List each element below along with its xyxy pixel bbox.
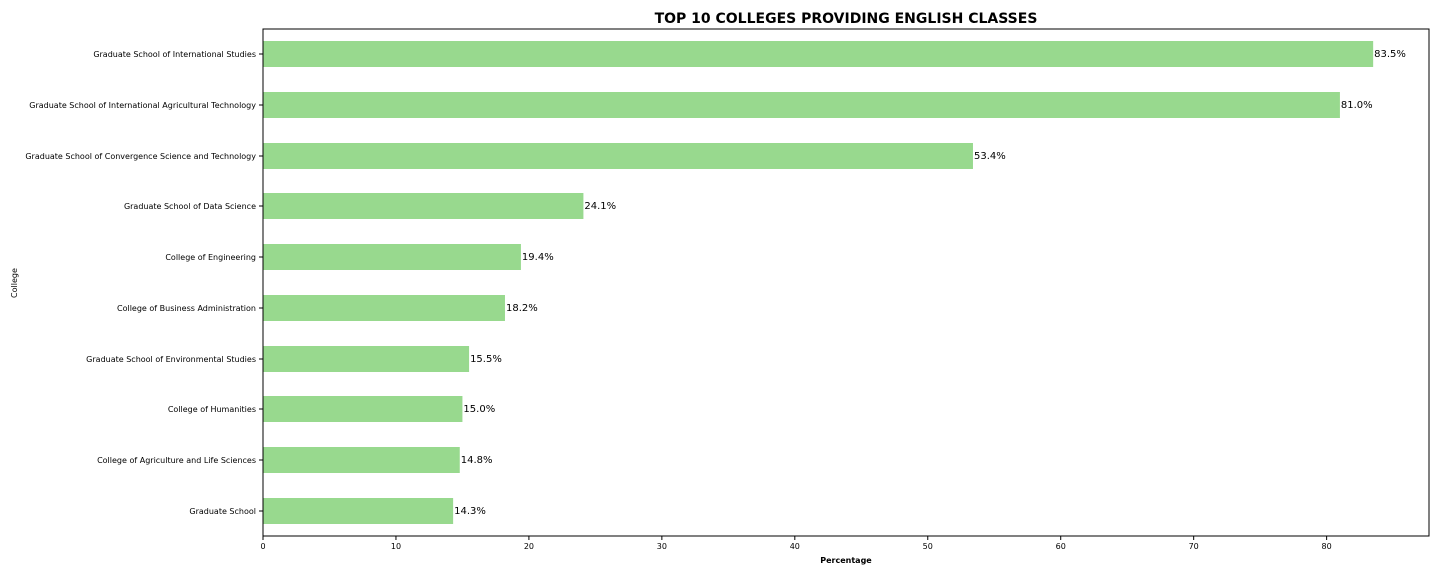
x-tick-label: 80 <box>1322 542 1332 551</box>
y-tick-label: Graduate School of Environmental Studies <box>86 355 256 364</box>
bar <box>263 143 973 169</box>
bar <box>263 396 463 422</box>
bar-value-label: 81.0% <box>1341 100 1373 111</box>
bars-layer <box>263 41 1374 524</box>
y-tick-label: Graduate School of International Agricul… <box>29 101 256 110</box>
bar <box>263 498 454 524</box>
x-axis: 0 10 20 30 40 50 60 70 80 <box>260 536 1332 551</box>
bar-value-label: 15.5% <box>470 354 502 365</box>
x-tick-label: 40 <box>790 542 800 551</box>
bar <box>263 295 505 321</box>
x-tick-label: 30 <box>657 542 667 551</box>
x-axis-title: Percentage <box>820 556 872 565</box>
y-tick-label: College of Business Administration <box>117 304 256 313</box>
y-tick-label: Graduate School <box>189 507 256 516</box>
bar-value-label: 24.1% <box>584 201 616 212</box>
bar <box>263 193 584 219</box>
x-tick-label: 70 <box>1189 542 1199 551</box>
bar-value-label: 53.4% <box>974 151 1006 162</box>
x-tick-label: 60 <box>1056 542 1066 551</box>
bar-value-label: 19.4% <box>522 252 554 263</box>
y-axis-title: College <box>10 268 19 298</box>
bar-value-label: 15.0% <box>463 404 495 415</box>
x-tick-label: 20 <box>524 542 534 551</box>
y-axis: Graduate School of International Studies… <box>25 50 263 516</box>
bar-value-label: 14.3% <box>454 506 486 517</box>
y-tick-label: College of Agriculture and Life Sciences <box>97 456 256 465</box>
chart-title: TOP 10 COLLEGES PROVIDING ENGLISH CLASSE… <box>655 11 1038 27</box>
y-tick-label: College of Humanities <box>168 405 256 414</box>
bar <box>263 244 521 270</box>
x-tick-label: 50 <box>923 542 933 551</box>
bar <box>263 346 470 372</box>
bar-value-label: 18.2% <box>506 303 538 314</box>
bar-value-label: 83.5% <box>1374 49 1406 60</box>
x-tick-label: 10 <box>391 542 401 551</box>
plot-frame <box>262 28 1430 537</box>
y-tick-label: College of Engineering <box>165 253 256 262</box>
y-tick-label: Graduate School of International Studies <box>93 50 256 59</box>
value-labels-layer: 83.5% 81.0% 53.4% 24.1% 19.4% 18.2% 15.5% 15.0%… <box>454 49 1406 517</box>
x-tick-label: 0 <box>260 542 265 551</box>
bar <box>263 447 460 473</box>
y-tick-label: Graduate School of Convergence Science a… <box>25 152 256 161</box>
bar <box>263 41 1374 67</box>
y-tick-label: Graduate School of Data Science <box>124 202 256 211</box>
bar <box>263 92 1340 118</box>
bar-value-label: 14.8% <box>461 455 493 466</box>
